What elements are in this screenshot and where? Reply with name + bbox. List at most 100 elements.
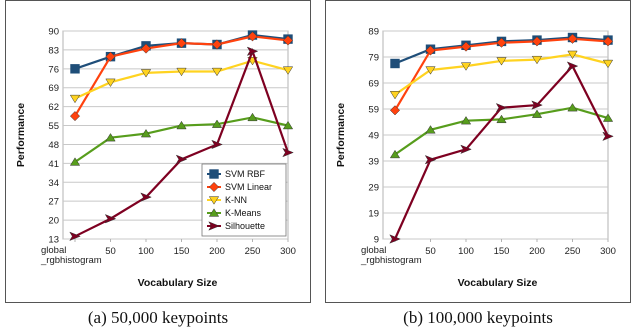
chart-a-y-tick-label: 62	[48, 102, 59, 113]
chart-a-data-point	[69, 157, 81, 166]
chart-b-data-point	[496, 57, 507, 66]
chart-b-data-point	[425, 66, 436, 75]
chart-b-series-k-means	[389, 103, 614, 159]
chart-b-series-svm-linear	[389, 33, 614, 116]
chart-b-y-tick-label: 9	[374, 235, 379, 246]
chart-b-y-tick-label: 29	[368, 183, 379, 194]
chart-b-data-point	[602, 131, 614, 142]
chart-a-x-tick-label: 250	[245, 246, 261, 257]
chart-b-y-tick-label: 19	[368, 209, 379, 220]
chart-a-y-tick-label: 76	[48, 64, 59, 75]
chart-b-x-tick-label: global _rgbhistogram	[360, 245, 422, 266]
chart-a-y-tick-label: 83	[48, 45, 59, 56]
chart-b-data-point	[389, 234, 401, 244]
chart-a-data-point	[282, 147, 294, 158]
chart-a-data-point	[69, 231, 81, 242]
chart-a-data-point	[211, 139, 223, 150]
chart-a-x-axis-title: Vocabulary Size	[138, 277, 218, 289]
chart-b-data-point	[389, 91, 401, 100]
chart-b-y-tick-label: 79	[368, 53, 379, 64]
chart-panel-b: 9 19 29 39 49 59 69 79 89 global _rgbhistogram 50 10…	[325, 0, 631, 303]
chart-b-data-point	[531, 100, 543, 110]
chart-a-y-axis-title: Performance	[15, 103, 27, 167]
chart-b-data-point	[567, 50, 578, 60]
chart-a-y-tick-label: 13	[48, 235, 59, 246]
chart-b-data-point	[602, 113, 614, 122]
chart-panel-a: 13 20 27 34 41 48 55 62 69 76 83 90 global _rgbhistog…	[5, 0, 311, 303]
chart-a-legend-marker	[209, 169, 219, 179]
chart-b-data-point	[425, 45, 436, 56]
chart-a-data-point	[105, 51, 116, 62]
chart-b-y-axis-title: Performance	[335, 103, 347, 167]
chart-a-x-tick-label: 50	[105, 246, 116, 257]
chart-a-data-point	[140, 69, 152, 78]
chart-b-data-point	[496, 114, 507, 124]
chart-a-x-tick-label: 300	[280, 246, 296, 257]
chart-a-legend-label: SVM Linear	[225, 182, 272, 192]
caption-b: (b) 100,000 keypoints	[403, 308, 553, 327]
chart-b-data-point	[496, 37, 507, 48]
chart-a-legend-marker	[208, 181, 220, 193]
chart-b-data-point	[460, 144, 472, 155]
chart-a-legend-label: SVM RBF	[225, 169, 266, 179]
chart-a-data-point	[211, 39, 223, 50]
chart-a-y-tick-label: 27	[48, 197, 59, 208]
chart-a-legend: SVM RBF SVM Linear K-NN K-Means Silhouette	[201, 163, 287, 237]
chart-a-legend-label: K-NN	[225, 195, 247, 205]
chart-b-y-tick-label: 39	[368, 157, 379, 168]
chart-b-data-point	[389, 149, 401, 159]
chart-b-data-point	[602, 36, 614, 47]
chart-a-y-tick-label: 41	[48, 159, 59, 170]
chart-a-x-tick-label: 100	[138, 246, 154, 257]
chart-a-x-tick-label: 200	[209, 246, 225, 257]
chart-a-series-silhouette	[69, 46, 294, 242]
chart-a-data-point	[176, 120, 187, 130]
chart-a-data-point	[247, 112, 258, 122]
chart-a-x-tick-label: 150	[174, 246, 190, 257]
chart-b-data-point	[425, 125, 436, 134]
chart-b-series-k-nn	[389, 50, 614, 100]
chart-b-y-tick-label: 69	[368, 79, 379, 90]
chart-b-data-point	[602, 59, 614, 69]
chart-b-x-tick-label: 200	[529, 246, 545, 257]
chart-b-data-point	[567, 103, 578, 112]
chart-b-data-point	[460, 62, 472, 71]
chart-b-data-point	[390, 58, 400, 69]
chart-b-x-tick-label: 150	[494, 246, 510, 257]
chart-a-legend-marker	[208, 221, 220, 231]
chart-b-x-tick-label: 50	[425, 246, 436, 257]
chart-a-series-k-means	[69, 112, 294, 166]
chart-a-data-point	[105, 78, 116, 88]
chart-b-y-tick-label: 89	[368, 27, 379, 38]
chart-a-data-point	[176, 38, 187, 49]
chart-b-x-axis-title: Vocabulary Size	[458, 277, 538, 289]
caption-a: (a) 50,000 keypoints	[87, 308, 229, 327]
chart-b-x-tick-label: 300	[600, 246, 616, 257]
chart-a-data-point	[105, 133, 116, 142]
chart-a-data-point	[282, 66, 294, 75]
chart-a-data-point	[69, 94, 81, 104]
chart-b-x-tick-label: 100	[458, 246, 474, 257]
chart-b-data-point	[424, 154, 437, 165]
chart-a-data-point	[140, 192, 152, 202]
chart-a-data-point	[246, 46, 259, 56]
chart-a-y-tick-label: 48	[48, 140, 59, 151]
chart-a-data-point	[70, 64, 80, 74]
chart-b-data-point	[531, 55, 543, 65]
chart-a-legend-label: K-Means	[225, 208, 262, 218]
chart-b-y-tick-label: 59	[368, 105, 379, 116]
chart-b-data-point	[531, 109, 543, 118]
chart-b-y-tick-label: 49	[368, 131, 379, 142]
chart-a-data-point	[175, 154, 188, 165]
chart-a-data-point	[104, 214, 117, 224]
chart-a-data-point	[140, 128, 152, 138]
chart-a-x-tick-label: global _rgbhistogram	[40, 245, 102, 266]
chart-b-data-point	[566, 61, 579, 71]
chart-a-data-point	[211, 119, 223, 128]
chart-a-data-point	[247, 31, 258, 42]
chart-a-y-tick-label: 69	[48, 83, 59, 94]
chart-a-svg: 13 20 27 34 41 48 55 62 69 76 83 90 global _rgbhistog…	[15, 27, 296, 290]
chart-a-data-point	[282, 120, 294, 130]
chart-a-data-point	[282, 35, 294, 46]
